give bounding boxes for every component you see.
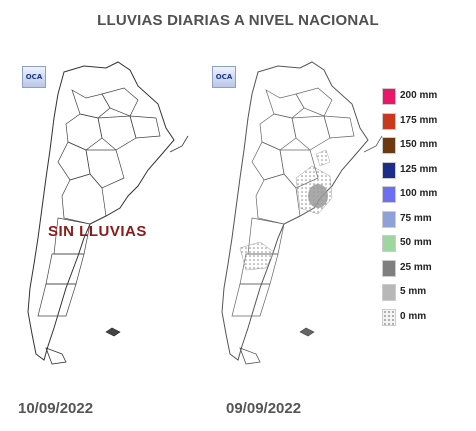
legend-label: 100 mm	[400, 188, 438, 199]
legend-label: 50 mm	[400, 237, 432, 248]
legend-label: 75 mm	[400, 212, 432, 224]
legend-swatch	[382, 186, 396, 203]
legend-label: 200 mm	[400, 90, 438, 101]
legend-swatch	[382, 284, 396, 301]
legend-label: 150 mm	[400, 139, 438, 150]
legend-swatch	[382, 308, 396, 326]
legend-label: 175 mm	[400, 114, 438, 126]
date-label-right: 09/09/2022	[226, 400, 302, 417]
oca-logo: OCA	[212, 66, 236, 88]
map-09-09-2022: OCA	[200, 58, 390, 368]
map-10-09-2022: OCA SIN LLUVIAS	[6, 58, 196, 368]
rain-area-southwest	[239, 241, 275, 271]
legend-row: 175 mm	[382, 111, 472, 136]
legend-swatch	[382, 161, 396, 179]
legend-swatch	[382, 88, 396, 105]
legend-swatch	[382, 112, 396, 130]
legend-swatch	[382, 137, 396, 154]
legend-row: 200 mm	[382, 86, 472, 111]
legend-swatch	[382, 210, 396, 228]
rain-area-northeast	[315, 149, 331, 167]
legend-label: 0 mm	[400, 310, 427, 322]
rain-area-east-core	[308, 184, 328, 208]
no-rain-label: SIN LLUVIAS	[48, 223, 147, 240]
legend-row: 25 mm	[382, 258, 472, 283]
page-title: LLUVIAS DIARIAS A NIVEL NACIONAL	[97, 12, 379, 29]
argentina-outline-right	[221, 61, 383, 365]
date-label-left: 10/09/2022	[18, 400, 94, 417]
legend-row: 100 mm	[382, 184, 472, 209]
oca-logo: OCA	[22, 66, 46, 88]
legend-row: 0 mm	[382, 307, 472, 332]
legend-swatch	[382, 235, 396, 252]
precipitation-legend: 200 mm 175 mm 150 mm 125 mm 100 mm 75 mm…	[382, 86, 472, 331]
legend-row: 5 mm	[382, 282, 472, 307]
legend-swatch	[382, 259, 396, 277]
legend-label: 25 mm	[400, 261, 432, 273]
legend-row: 50 mm	[382, 233, 472, 258]
legend-label: 125 mm	[400, 163, 438, 175]
legend-row: 150 mm	[382, 135, 472, 160]
legend-label: 5 mm	[400, 286, 427, 297]
legend-row: 125 mm	[382, 160, 472, 185]
argentina-outline-left	[27, 61, 189, 365]
legend-row: 75 mm	[382, 209, 472, 234]
